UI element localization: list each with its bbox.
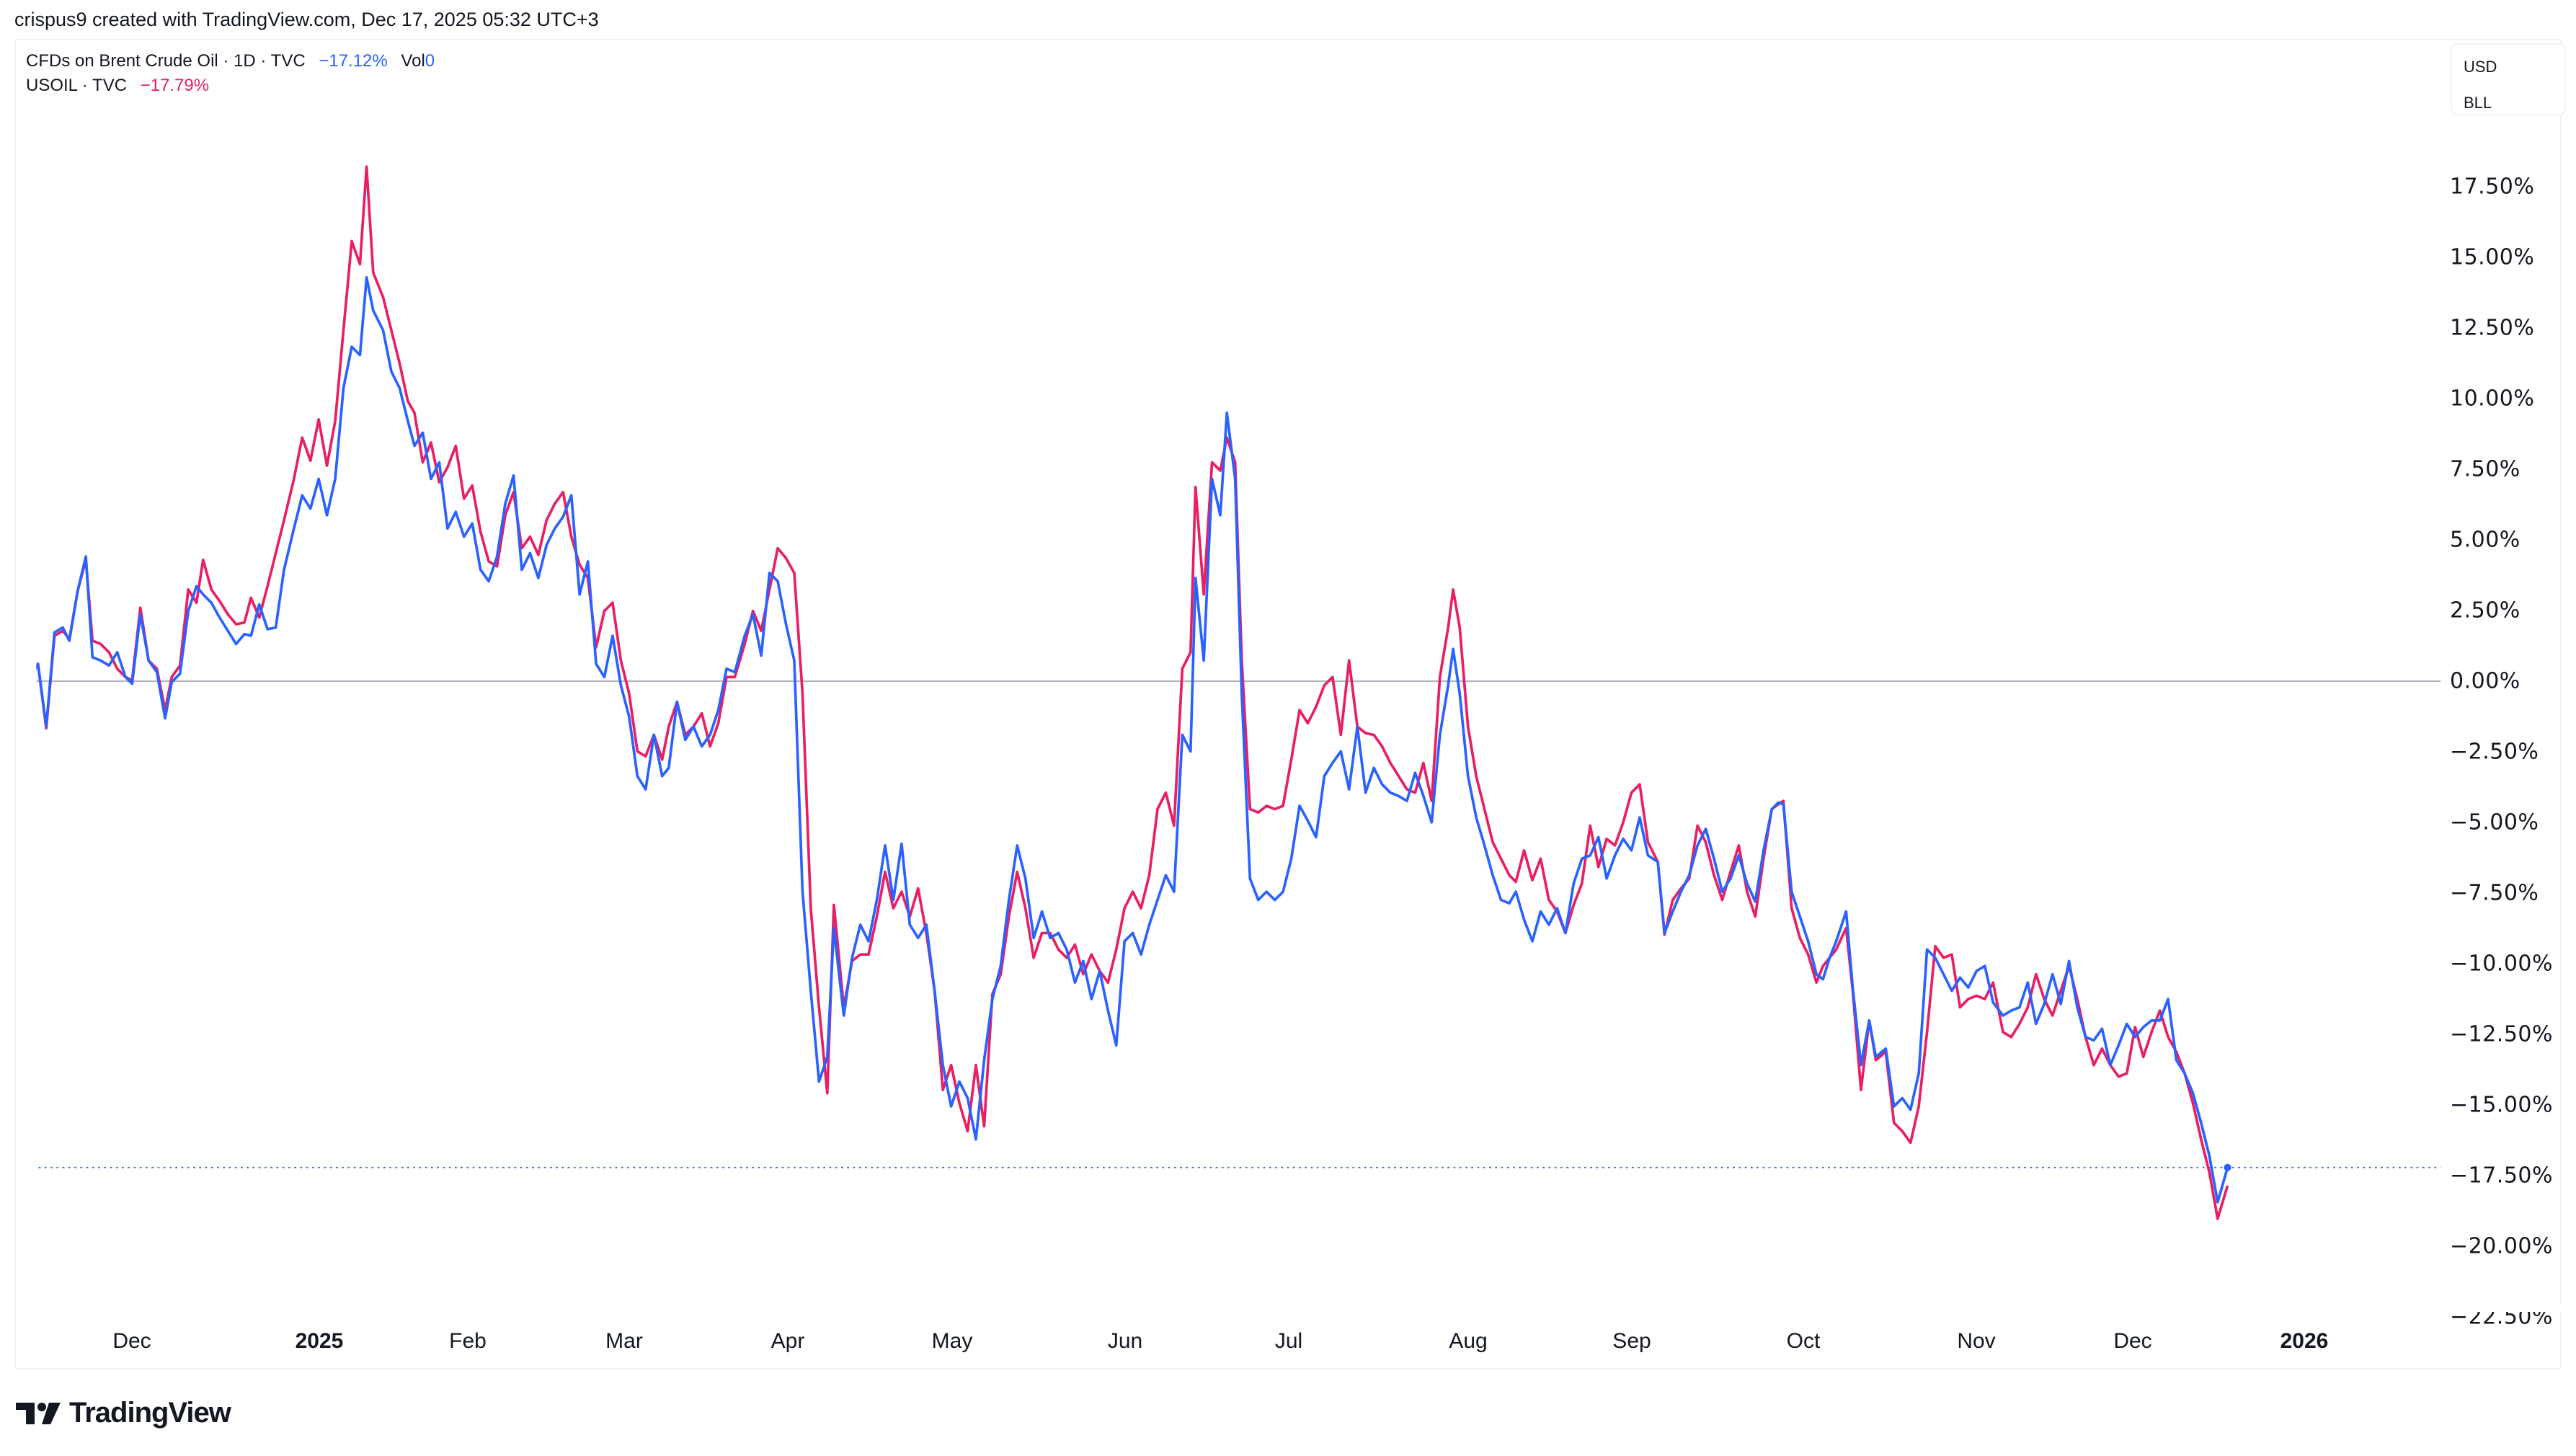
last-value-marker xyxy=(2224,1163,2231,1171)
price-tick: 0.00% xyxy=(2450,668,2521,694)
unit-label: BLL xyxy=(2464,94,2492,112)
time-label: Aug xyxy=(1449,1329,1488,1353)
usoil-series-line xyxy=(36,165,2229,1220)
price-tick: −15.00% xyxy=(2450,1092,2554,1118)
time-label: Dec xyxy=(2113,1329,2152,1353)
volume-value: 0 xyxy=(425,51,435,71)
price-tick: −5.00% xyxy=(2450,809,2539,835)
price-tick: 15.00% xyxy=(2450,244,2535,270)
time-label: Apr xyxy=(770,1329,805,1353)
brent-change-value: −17.12% xyxy=(319,51,388,71)
usoil-change-value: −17.79% xyxy=(140,76,210,95)
tradingview-logo-icon xyxy=(16,1402,61,1424)
price-tick: 2.50% xyxy=(2450,598,2521,623)
currency-label: USD xyxy=(2464,58,2497,76)
axis-clip-cover xyxy=(2440,1303,2562,1312)
legend-row-brent[interactable]: CFDs on Brent Crude Oil · 1D · TVC −17.1… xyxy=(26,49,435,74)
currency-unit-box[interactable]: USD BLL xyxy=(2451,43,2566,115)
time-label: Sep xyxy=(1612,1329,1651,1353)
legend-row-usoil[interactable]: USOIL · TVC −17.79% xyxy=(26,74,435,98)
price-tick: 5.00% xyxy=(2450,527,2521,553)
price-tick: 7.50% xyxy=(2450,456,2521,482)
time-label: Feb xyxy=(449,1329,487,1353)
chart-credit: crispus9 created with TradingView.com, D… xyxy=(14,9,599,30)
volume-label: Vol xyxy=(401,51,425,71)
price-axis[interactable]: 17.50% 15.00% 12.50% 10.00% 7.50% 5.00% … xyxy=(2440,39,2562,1330)
time-label: Dec xyxy=(112,1329,151,1353)
time-label: Jul xyxy=(1274,1329,1303,1353)
price-tick: 10.00% xyxy=(2450,386,2535,412)
price-tick: 12.50% xyxy=(2450,315,2535,341)
price-tick: −10.00% xyxy=(2450,951,2554,977)
usoil-symbol-label: USOIL · TVC xyxy=(26,76,128,95)
price-tick: −12.50% xyxy=(2450,1021,2554,1047)
time-label: 2025 xyxy=(295,1329,344,1353)
price-tick: −2.50% xyxy=(2450,739,2539,765)
price-tick: 17.50% xyxy=(2450,174,2535,200)
price-tick: −20.00% xyxy=(2450,1233,2554,1259)
price-tick: −7.50% xyxy=(2450,880,2539,906)
price-tick: −17.50% xyxy=(2450,1163,2554,1189)
chart-legend: CFDs on Brent Crude Oil · 1D · TVC −17.1… xyxy=(26,49,435,98)
brent-series-line xyxy=(36,276,2229,1204)
brent-symbol-label: CFDs on Brent Crude Oil · 1D · TVC xyxy=(26,51,306,71)
time-label: Nov xyxy=(1957,1329,1996,1353)
time-label: Oct xyxy=(1786,1329,1821,1353)
time-label: Mar xyxy=(605,1329,643,1353)
chart-frame xyxy=(14,39,2562,1370)
tradingview-logo-text: TradingView xyxy=(69,1397,231,1429)
time-label: May xyxy=(931,1329,973,1353)
tradingview-logo[interactable]: TradingView xyxy=(16,1397,231,1429)
time-axis[interactable]: Dec 2025 Feb Mar Apr May Jun Jul Aug Sep… xyxy=(14,1312,2440,1370)
time-label: 2026 xyxy=(2280,1329,2329,1353)
time-label: Jun xyxy=(1107,1329,1143,1353)
